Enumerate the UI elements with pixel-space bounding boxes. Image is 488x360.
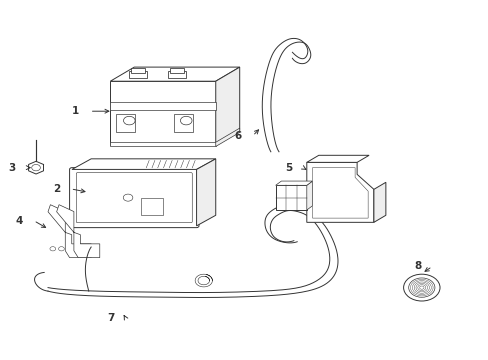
Text: 5: 5: [285, 163, 292, 173]
Bar: [115, 114, 134, 132]
FancyBboxPatch shape: [76, 172, 192, 223]
Circle shape: [403, 274, 439, 301]
Polygon shape: [48, 205, 91, 258]
Polygon shape: [312, 168, 367, 218]
Text: 7: 7: [107, 313, 115, 323]
Polygon shape: [306, 155, 368, 162]
Text: 6: 6: [234, 131, 242, 141]
Bar: [129, 71, 147, 78]
Polygon shape: [215, 67, 239, 145]
Bar: [140, 198, 163, 215]
Bar: [170, 68, 184, 73]
Circle shape: [180, 116, 192, 125]
Text: 8: 8: [414, 261, 421, 271]
Text: 4: 4: [16, 216, 23, 226]
Polygon shape: [306, 181, 312, 210]
Polygon shape: [306, 162, 373, 222]
Text: 1: 1: [72, 106, 79, 116]
Bar: [110, 81, 215, 145]
Bar: [110, 102, 215, 110]
Circle shape: [59, 247, 64, 251]
Bar: [168, 71, 186, 78]
Polygon shape: [72, 159, 215, 170]
FancyBboxPatch shape: [69, 168, 199, 228]
Text: 2: 2: [53, 184, 60, 194]
Circle shape: [408, 278, 434, 297]
Polygon shape: [373, 182, 385, 222]
Polygon shape: [196, 159, 215, 226]
Bar: [173, 114, 192, 132]
Circle shape: [123, 194, 133, 201]
Text: 3: 3: [8, 163, 16, 173]
Circle shape: [32, 165, 41, 171]
Bar: [131, 68, 145, 73]
Bar: [275, 185, 306, 210]
Polygon shape: [215, 128, 239, 147]
Circle shape: [50, 247, 56, 251]
Polygon shape: [57, 205, 100, 258]
Polygon shape: [275, 181, 312, 185]
Circle shape: [123, 116, 135, 125]
Bar: [110, 142, 215, 147]
Polygon shape: [110, 67, 239, 81]
